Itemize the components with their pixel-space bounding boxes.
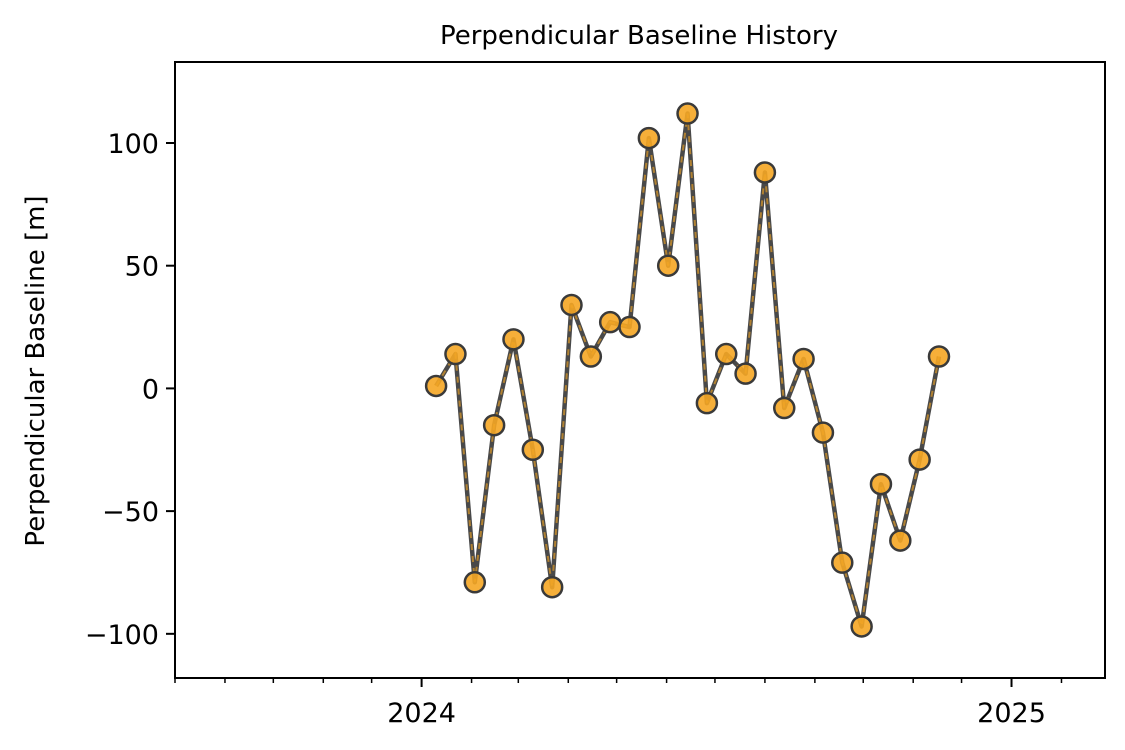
data-point (424, 374, 448, 398)
y-tick-label: 50 (125, 252, 159, 283)
data-point (889, 529, 912, 552)
data-point (869, 472, 893, 496)
data-point (695, 391, 719, 415)
data-point (463, 571, 487, 594)
data-point (598, 310, 622, 334)
y-axis-label: Perpendicular Baseline [m] (21, 195, 51, 546)
data-point (927, 345, 951, 368)
data-point (734, 362, 757, 385)
data-point (560, 293, 583, 317)
data-point (811, 421, 835, 444)
data-point (618, 315, 641, 339)
data-point (656, 254, 680, 277)
data-points (424, 102, 951, 638)
data-point (908, 448, 931, 471)
data-point (540, 575, 564, 599)
data-point (637, 126, 661, 150)
data-point (502, 328, 525, 351)
x-tick-label: 2024 (387, 698, 456, 729)
series-polyline (434, 111, 942, 629)
data-point (676, 102, 699, 125)
data-point (850, 615, 873, 638)
data-point (792, 347, 815, 371)
plot-frame (174, 61, 1106, 679)
chart-title: Perpendicular Baseline History (440, 21, 838, 51)
axis-ticks: −100 −50 0 50 100 2024 2025 (85, 129, 1063, 729)
data-point (482, 413, 506, 437)
y-tick-label: 100 (107, 129, 159, 160)
data-point (579, 345, 603, 368)
x-tick-label: 2025 (977, 698, 1046, 729)
data-point (444, 342, 467, 366)
data-point (831, 551, 854, 574)
data-point (773, 396, 796, 420)
series-dashed-overlay (435, 113, 940, 627)
y-tick-label: −100 (85, 620, 159, 651)
y-tick-label: −50 (102, 497, 159, 528)
data-point (521, 438, 545, 462)
data-point (753, 161, 777, 184)
y-tick-label: 0 (142, 374, 159, 405)
series-line (434, 111, 942, 629)
data-point (714, 342, 738, 366)
